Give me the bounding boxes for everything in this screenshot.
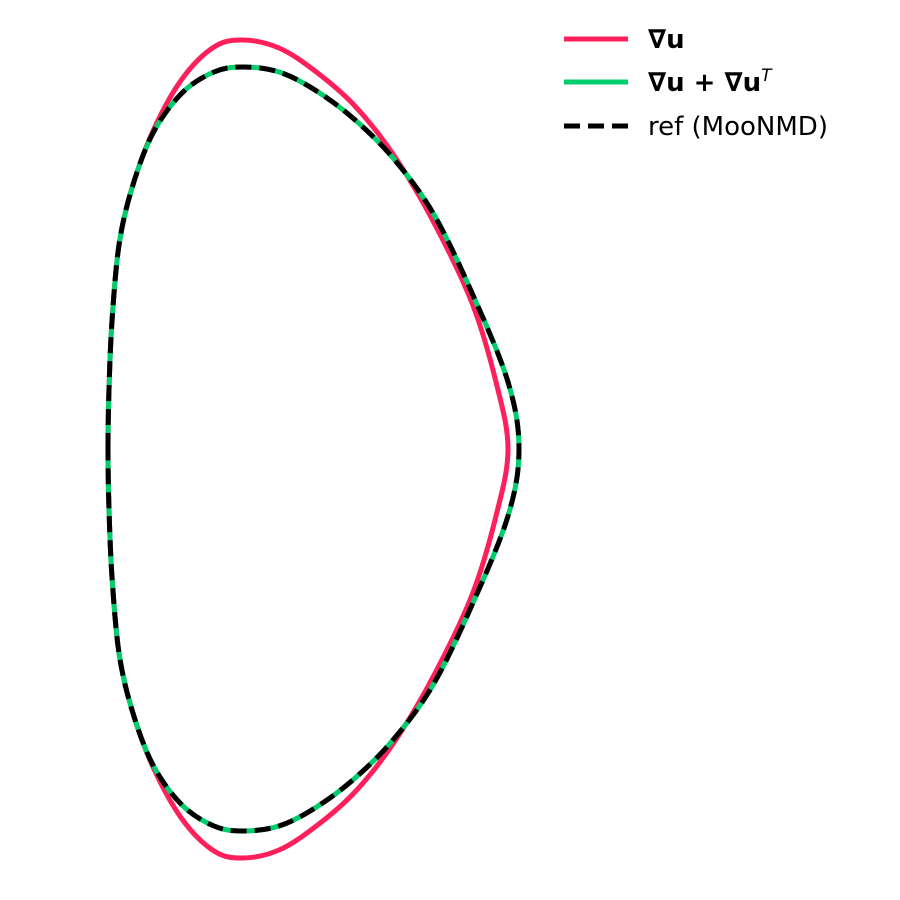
legend: ∇u ∇u + ∇uT ref (MooNMD) — [564, 25, 828, 142]
series-line-3 — [105, 64, 522, 834]
series-line-1 — [105, 37, 511, 861]
legend-label-series-1: ∇u — [648, 25, 685, 55]
plot-area — [105, 37, 522, 861]
legend-label-series-2: ∇u + ∇uT — [648, 66, 773, 98]
series-line-2 — [105, 64, 522, 834]
legend-label-series-3: ref (MooNMD) — [648, 112, 828, 142]
